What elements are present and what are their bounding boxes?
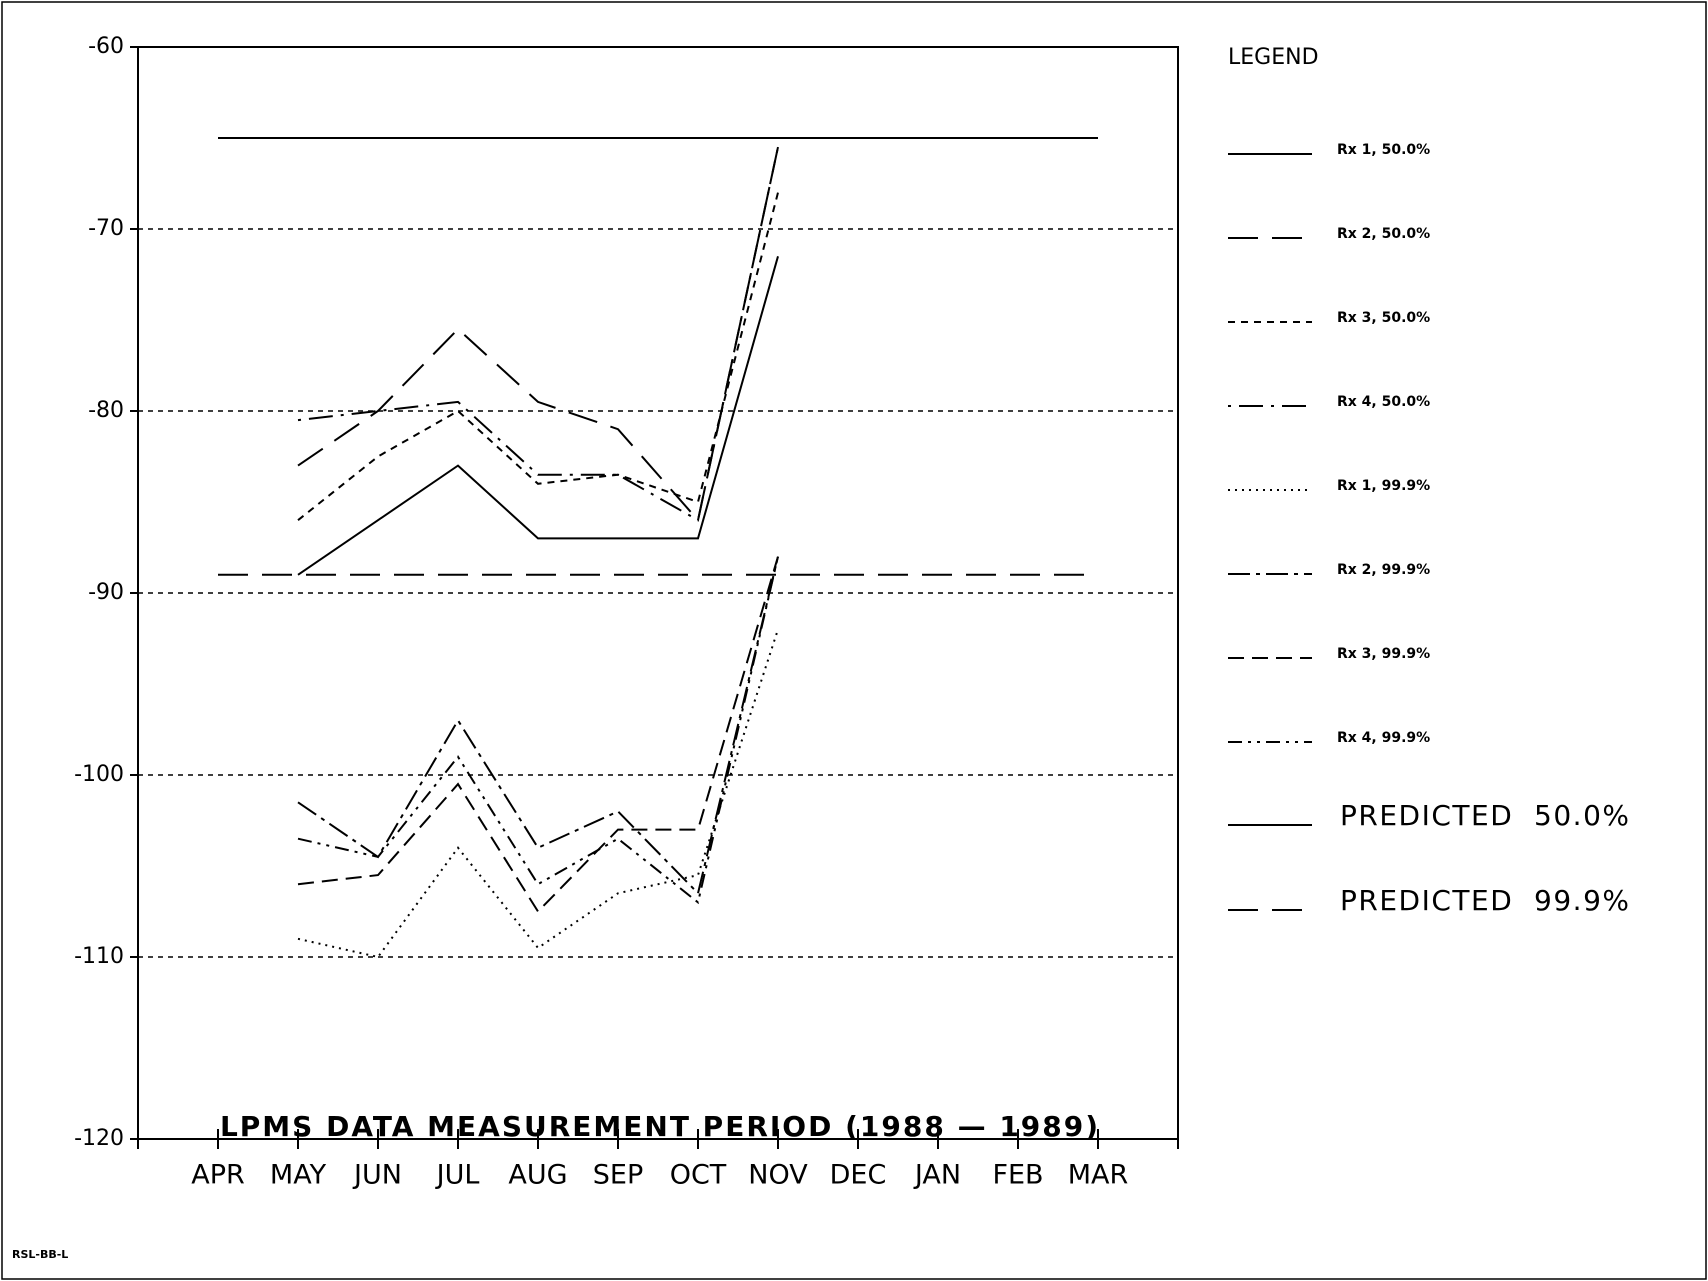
x-axis-label: LPMS DATA MEASUREMENT PERIOD (1988 — 198… <box>220 1110 1100 1143</box>
series-line <box>297 192 779 521</box>
x-tick-label: JUL <box>435 1160 480 1191</box>
x-tick-label: DEC <box>830 1160 887 1191</box>
x-tick-label: OCT <box>670 1160 727 1191</box>
series-line <box>297 556 779 896</box>
legend-label: Rx 3, 50.0% <box>1337 310 1430 326</box>
series-line <box>297 629 779 959</box>
legend-label: Rx 1, 99.9% <box>1337 478 1430 494</box>
legend-label: Rx 1, 50.0% <box>1337 142 1430 158</box>
legend-title: LEGEND <box>1228 45 1319 70</box>
series-line <box>297 146 779 523</box>
legend-label: PREDICTED 50.0% <box>1340 799 1631 832</box>
series-line <box>297 256 779 576</box>
y-tick-label: -100 <box>74 762 124 787</box>
legend-label: Rx 4, 99.9% <box>1337 730 1430 746</box>
series-line <box>297 146 779 522</box>
y-tick-label: -80 <box>88 398 124 423</box>
series-line <box>297 556 779 905</box>
y-tick-label: -90 <box>88 580 124 605</box>
x-tick-label: JAN <box>913 1160 961 1191</box>
y-tick-label: -60 <box>88 34 124 59</box>
x-tick-label: MAY <box>270 1160 327 1191</box>
legend-label: Rx 2, 50.0% <box>1337 226 1430 242</box>
x-tick-label: FEB <box>992 1160 1043 1191</box>
series-line <box>297 556 779 914</box>
x-tick-label: APR <box>191 1160 245 1191</box>
x-tick-label: SEP <box>593 1160 643 1191</box>
legend-label: PREDICTED 99.9% <box>1340 884 1631 917</box>
legend-label: Rx 3, 99.9% <box>1337 646 1430 662</box>
footnote: RSL-BB-L <box>12 1248 68 1261</box>
legend-label: Rx 4, 50.0% <box>1337 394 1430 410</box>
y-tick-label: -110 <box>74 944 124 969</box>
plot-frame <box>137 46 1179 1140</box>
x-tick-label: MAR <box>1068 1160 1129 1191</box>
legend-label: Rx 2, 99.9% <box>1337 562 1430 578</box>
y-tick-label: -70 <box>88 216 124 241</box>
x-tick-label: NOV <box>748 1160 808 1191</box>
x-tick-label: JUN <box>352 1160 402 1191</box>
y-tick-label: -120 <box>74 1126 124 1151</box>
x-tick-label: AUG <box>508 1160 567 1191</box>
